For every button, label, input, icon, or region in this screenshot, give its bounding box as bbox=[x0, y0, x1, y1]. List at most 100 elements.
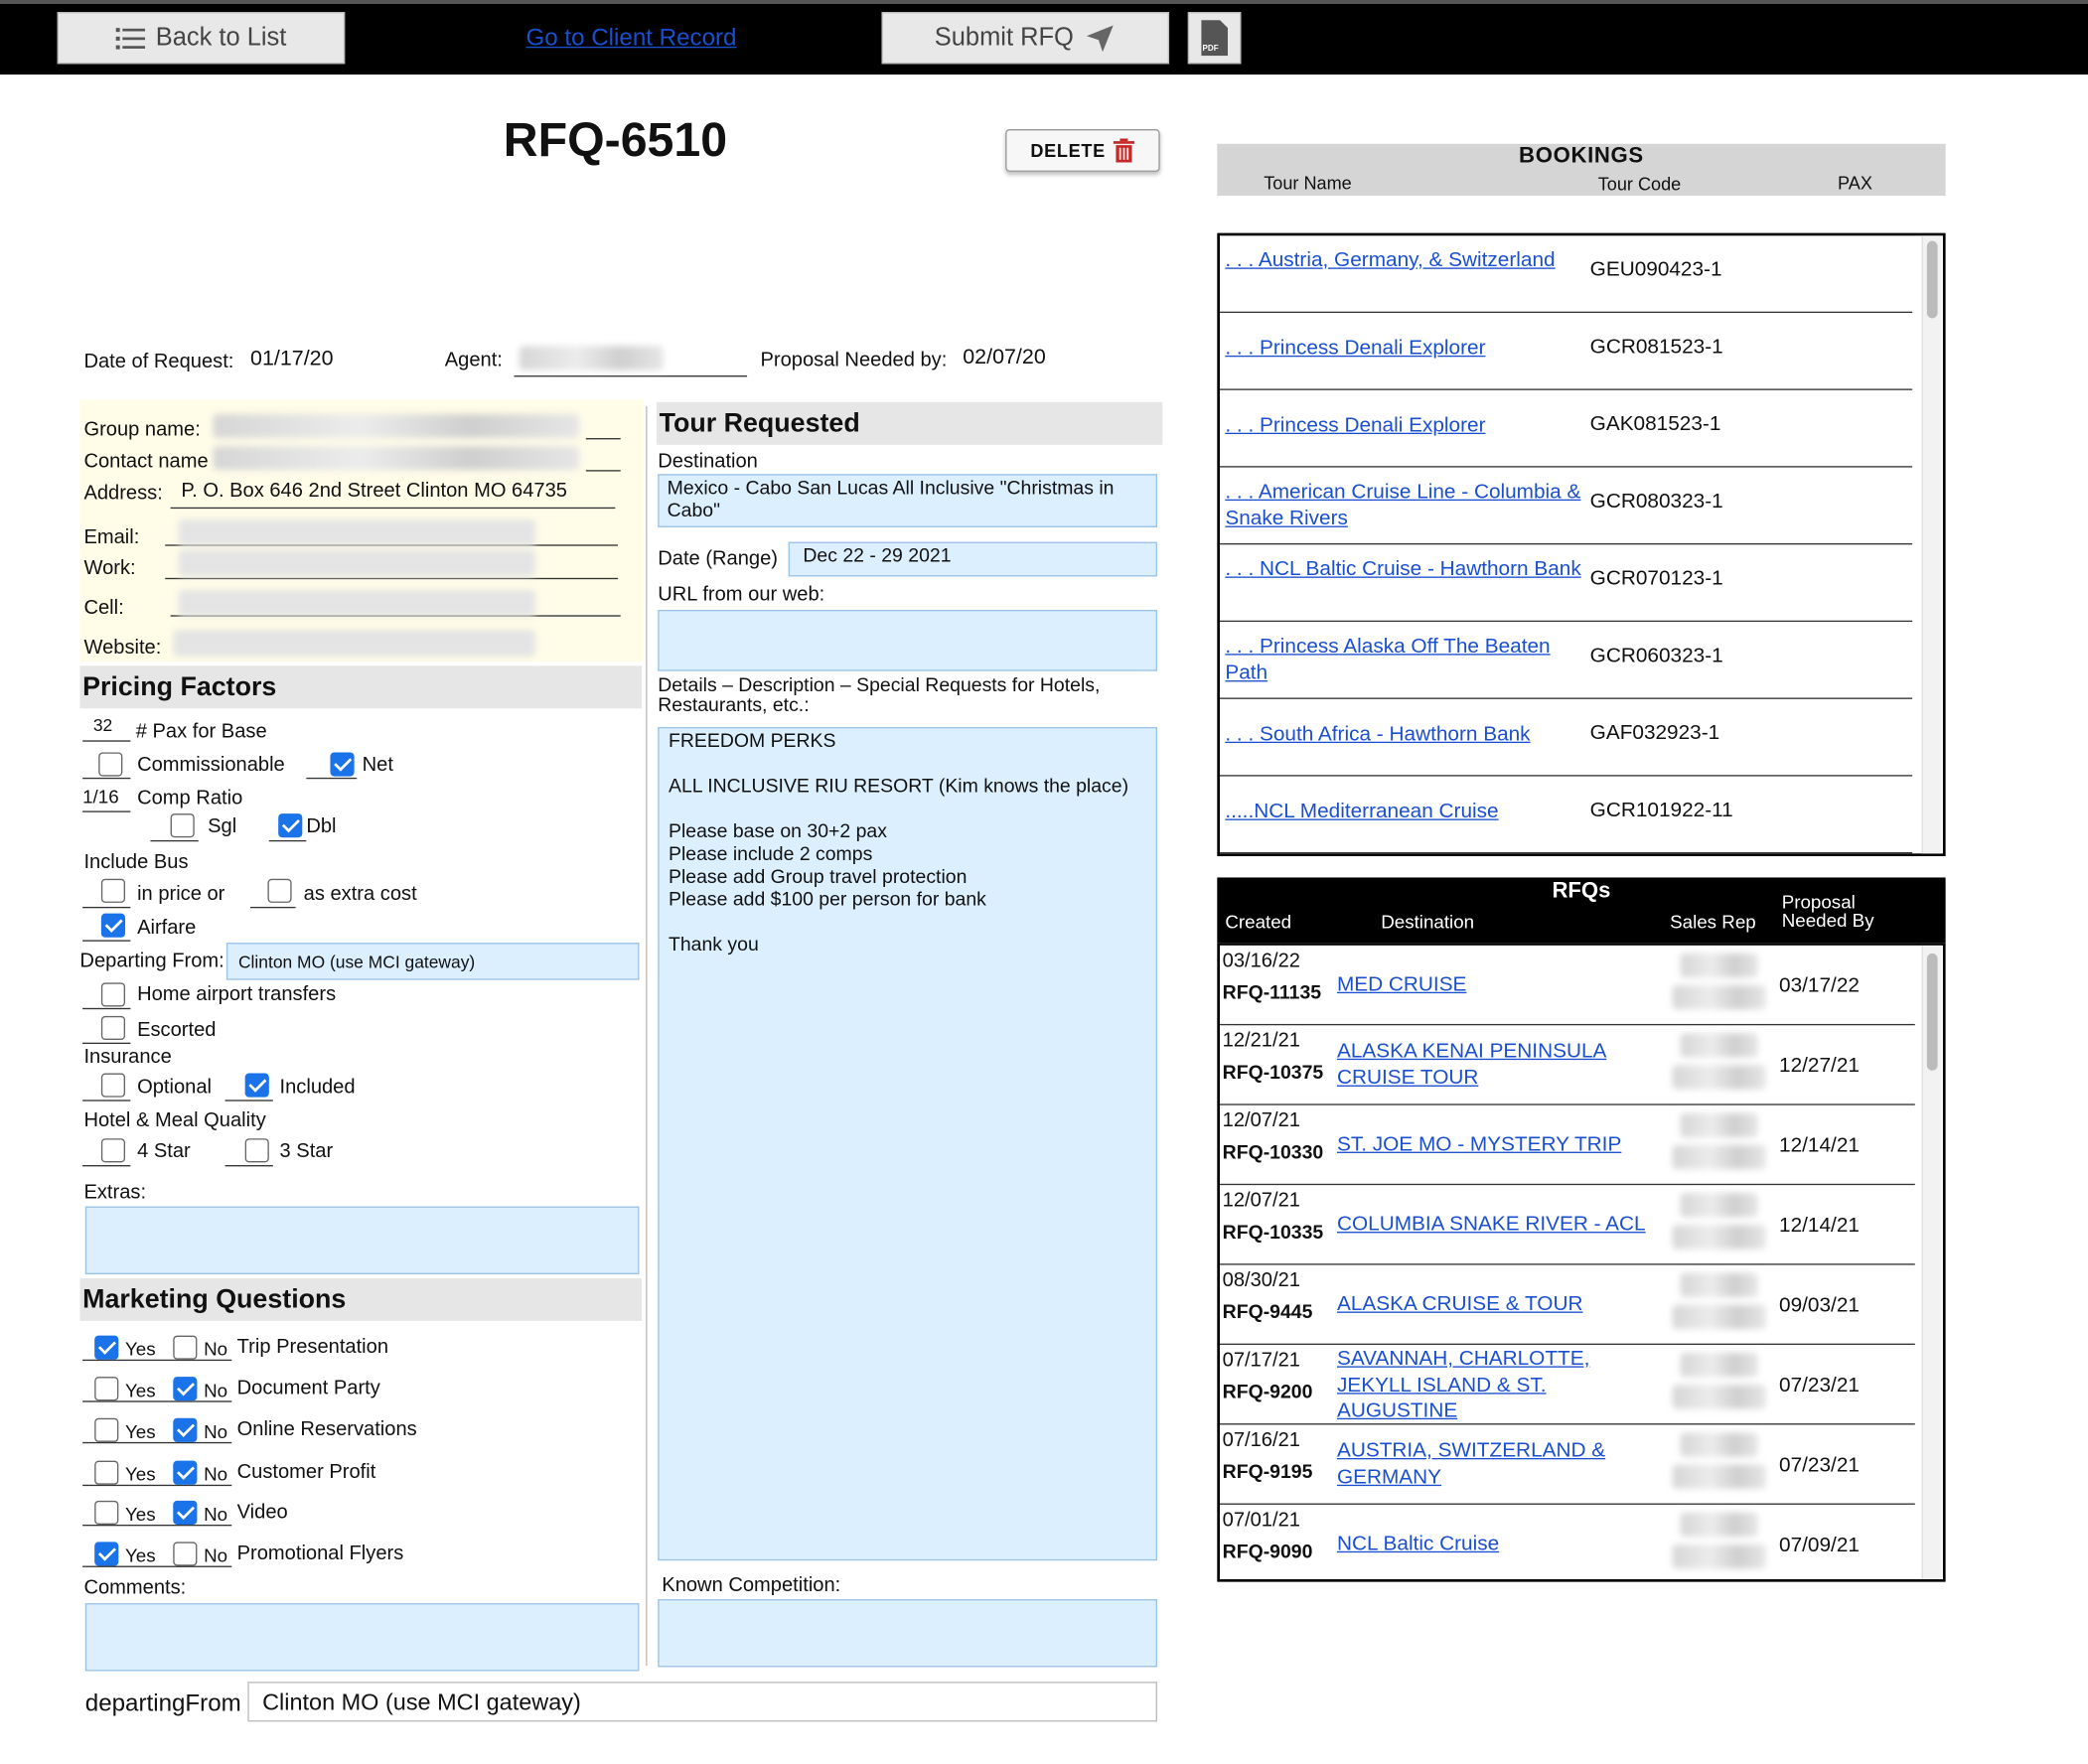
rfq-row: 07/16/21 RFQ-9195 AUSTRIA, SWITZERLAND & G… bbox=[1219, 1424, 1915, 1505]
pricing-factors-heading: Pricing Factors bbox=[79, 665, 643, 709]
group-name-label: Group name: bbox=[83, 417, 201, 441]
marketing-yes-checkbox[interactable] bbox=[94, 1500, 119, 1525]
delete-label: DELETE bbox=[1030, 140, 1106, 161]
marketing-row-underline bbox=[82, 1565, 232, 1567]
booking-tour-name-link[interactable]: . . . South Africa - Hawthorn Bank bbox=[1225, 722, 1531, 746]
known-competition-textarea[interactable] bbox=[658, 1599, 1157, 1668]
insurance-included-label: Included bbox=[279, 1076, 356, 1099]
marketing-yes-checkbox[interactable] bbox=[94, 1335, 119, 1360]
rfqs-scroll-thumb[interactable] bbox=[1926, 953, 1938, 1071]
booking-tour-name-link[interactable]: . . . Princess Denali Explorer bbox=[1225, 413, 1486, 437]
marketing-no-checkbox[interactable] bbox=[173, 1500, 198, 1525]
extras-textarea[interactable] bbox=[84, 1206, 640, 1274]
marketing-row-underline bbox=[82, 1524, 232, 1527]
booking-tour-name-link[interactable]: . . . Austria, Germany, & Switzerland bbox=[1225, 248, 1556, 272]
rfq-destination-link[interactable]: SAVANNAH, CHARLOTTE, JEKYLL ISLAND & ST.… bbox=[1336, 1347, 1590, 1422]
rfq-row: 12/07/21 RFQ-10330 ST. JOE MO - MYSTERY TR… bbox=[1219, 1105, 1915, 1186]
net-checkbox[interactable] bbox=[330, 752, 355, 777]
marketing-no-checkbox[interactable] bbox=[173, 1542, 198, 1566]
marketing-yes-checkbox[interactable] bbox=[94, 1417, 119, 1442]
back-to-list-button[interactable]: Back to List bbox=[57, 12, 346, 65]
booking-tour-name-link[interactable]: . . . NCL Baltic Cruise - Hawthorn Bank bbox=[1225, 557, 1581, 581]
bookings-scrollbar[interactable] bbox=[1921, 235, 1942, 854]
rfq-destination-link[interactable]: NCL Baltic Cruise bbox=[1336, 1533, 1500, 1555]
comp-ratio-input[interactable]: 1/16 bbox=[82, 786, 131, 812]
pax-for-base-input[interactable]: 32 bbox=[82, 715, 131, 742]
booking-row: . . . Princess Denali Explorer GAK081523-… bbox=[1219, 390, 1913, 468]
rfq-created-date: 08/30/21 bbox=[1222, 1268, 1300, 1292]
escorted-underline bbox=[82, 1042, 131, 1045]
commissionable-checkbox[interactable] bbox=[98, 752, 123, 777]
commissionable-label: Commissionable bbox=[137, 753, 285, 777]
delete-button[interactable]: DELETE bbox=[1005, 129, 1160, 172]
bus-in-price-checkbox[interactable] bbox=[100, 878, 126, 903]
marketing-no-checkbox[interactable] bbox=[173, 1377, 198, 1401]
rfq-id: RFQ-9200 bbox=[1222, 1382, 1313, 1403]
destination-input[interactable]: Mexico - Cabo San Lucas All Inclusive "C… bbox=[658, 474, 1157, 527]
marketing-question-label: Promotional Flyers bbox=[236, 1542, 404, 1565]
proposal-needed-label: Proposal Needed by: bbox=[760, 349, 948, 372]
sgl-checkbox[interactable] bbox=[170, 813, 195, 838]
escorted-checkbox[interactable] bbox=[100, 1015, 126, 1041]
url-from-web-input[interactable] bbox=[658, 609, 1157, 671]
booking-row: . . . NCL Baltic Cruise - Hawthorn Bank G… bbox=[1219, 544, 1913, 623]
comments-textarea[interactable] bbox=[84, 1603, 640, 1672]
marketing-no-label: No bbox=[204, 1338, 228, 1360]
booking-tour-name-link[interactable]: . . . American Cruise Line - Columbia & … bbox=[1225, 480, 1581, 530]
go-to-client-record-link[interactable]: Go to Client Record bbox=[525, 24, 737, 51]
submit-rfq-button[interactable]: Submit RFQ bbox=[881, 12, 1170, 65]
dbl-checkbox[interactable] bbox=[278, 813, 303, 838]
marketing-no-checkbox[interactable] bbox=[173, 1460, 198, 1485]
rfq-destination-link[interactable]: ST. JOE MO - MYSTERY TRIP bbox=[1336, 1132, 1622, 1156]
rfq-row: 07/01/21 RFQ-9090 NCL Baltic Cruise 07/09/2… bbox=[1220, 1505, 1915, 1579]
agent-label: Agent: bbox=[444, 349, 503, 372]
marketing-yes-checkbox[interactable] bbox=[94, 1542, 119, 1566]
rfq-destination-link[interactable]: ALASKA KENAI PENINSULA CRUISE TOUR bbox=[1336, 1040, 1607, 1089]
date-of-request-label: Date of Request: bbox=[83, 350, 234, 373]
marketing-row-underline bbox=[82, 1441, 232, 1444]
bus-extra-cost-checkbox[interactable] bbox=[267, 878, 292, 903]
bookings-scroll-thumb[interactable] bbox=[1926, 240, 1938, 319]
booking-tour-name-link[interactable]: .....NCL Mediterranean Cruise bbox=[1225, 800, 1499, 823]
rfq-row: 08/30/21 RFQ-9445 ALASKA CRUISE & TOUR 09/0… bbox=[1219, 1265, 1915, 1346]
agent-field bbox=[514, 344, 748, 377]
rfq-destination-link[interactable]: COLUMBIA SNAKE RIVER - ACL bbox=[1336, 1213, 1646, 1237]
marketing-no-checkbox[interactable] bbox=[173, 1335, 198, 1360]
rfqs-scrollbar[interactable] bbox=[1921, 945, 1942, 1579]
marketing-yes-checkbox[interactable] bbox=[94, 1377, 119, 1401]
departing-from-input[interactable]: Clinton MO (use MCI gateway) bbox=[225, 943, 640, 980]
booking-tour-name-link[interactable]: . . . Princess Denali Explorer bbox=[1225, 337, 1486, 360]
pdf-button[interactable]: PDF bbox=[1187, 12, 1242, 65]
rfq-destination-link[interactable]: ALASKA CRUISE & TOUR bbox=[1336, 1292, 1583, 1316]
marketing-yes-checkbox[interactable] bbox=[94, 1460, 119, 1485]
home-airport-underline bbox=[82, 1007, 131, 1010]
airfare-checkbox[interactable] bbox=[100, 913, 126, 938]
booking-row: . . . South Africa - Hawthorn Bank GAF032… bbox=[1219, 699, 1913, 777]
work-label: Work: bbox=[83, 556, 136, 580]
comp-ratio-label: Comp Ratio bbox=[137, 787, 243, 810]
insurance-optional-checkbox[interactable] bbox=[100, 1073, 126, 1098]
booking-tour-name-link[interactable]: . . . Princess Alaska Off The Beaten Pat… bbox=[1225, 635, 1551, 685]
sgl-label: Sgl bbox=[208, 814, 237, 838]
rfq-destination-link[interactable]: AUSTRIA, SWITZERLAND & GERMANY bbox=[1336, 1439, 1606, 1489]
rfq-proposal-needed-date: 12/14/21 bbox=[1779, 1214, 1860, 1238]
rfq-id: RFQ-9445 bbox=[1222, 1302, 1313, 1324]
details-textarea[interactable]: FREEDOM PERKS ALL INCLUSIVE RIU RESORT (… bbox=[658, 726, 1157, 1561]
four-star-checkbox[interactable] bbox=[100, 1138, 126, 1163]
cell-label: Cell: bbox=[83, 596, 124, 620]
insurance-included-checkbox[interactable] bbox=[244, 1073, 269, 1098]
rfq-created-date: 03/16/22 bbox=[1222, 949, 1300, 972]
list-icon bbox=[115, 27, 145, 49]
booking-tour-code: GCR070123-1 bbox=[1589, 567, 1723, 590]
rfq-destination-link[interactable]: MED CRUISE bbox=[1336, 972, 1467, 996]
marketing-no-checkbox[interactable] bbox=[173, 1417, 198, 1442]
rfq-row: 12/07/21 RFQ-10335 COLUMBIA SNAKE RIVER - … bbox=[1219, 1185, 1915, 1265]
home-airport-transfers-checkbox[interactable] bbox=[100, 982, 126, 1007]
rfqs-title: RFQs bbox=[1552, 878, 1611, 903]
footer-departing-from-input[interactable]: Clinton MO (use MCI gateway) bbox=[247, 1682, 1157, 1722]
date-range-input[interactable]: Dec 22 - 29 2021 bbox=[788, 541, 1157, 577]
three-star-checkbox[interactable] bbox=[244, 1138, 269, 1163]
marketing-question-label: Document Party bbox=[236, 1377, 380, 1399]
home-airport-transfers-label: Home airport transfers bbox=[137, 982, 337, 1006]
bus-in-price-label: in price or bbox=[137, 882, 225, 906]
